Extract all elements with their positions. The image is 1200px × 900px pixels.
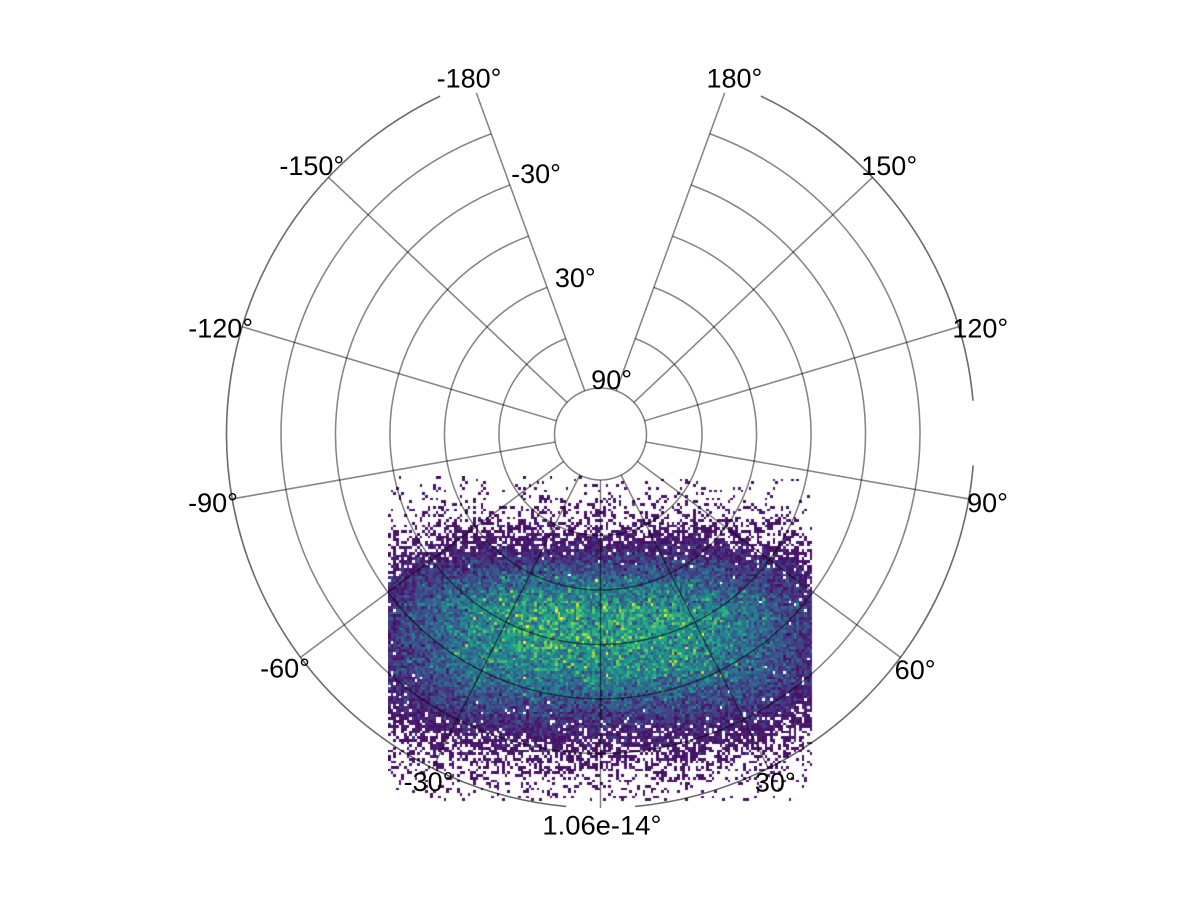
svg-text:120°: 120° xyxy=(952,314,1008,344)
svg-text:-120°: -120° xyxy=(188,314,253,344)
svg-text:30°: 30° xyxy=(755,768,796,798)
svg-text:-90°: -90° xyxy=(188,488,238,518)
svg-text:-150°: -150° xyxy=(279,151,344,181)
svg-text:-180°: -180° xyxy=(437,64,502,94)
svg-text:-30°: -30° xyxy=(404,767,454,797)
svg-text:90°: 90° xyxy=(967,488,1008,518)
svg-text:30°: 30° xyxy=(555,263,596,293)
svg-text:180°: 180° xyxy=(706,64,762,94)
svg-text:-60°: -60° xyxy=(260,654,310,684)
svg-text:60°: 60° xyxy=(895,655,936,685)
svg-text:90°: 90° xyxy=(591,365,632,395)
svg-text:-30°: -30° xyxy=(511,159,561,189)
svg-text:1.06e-14°: 1.06e-14° xyxy=(542,811,661,841)
svg-text:150°: 150° xyxy=(861,151,917,181)
